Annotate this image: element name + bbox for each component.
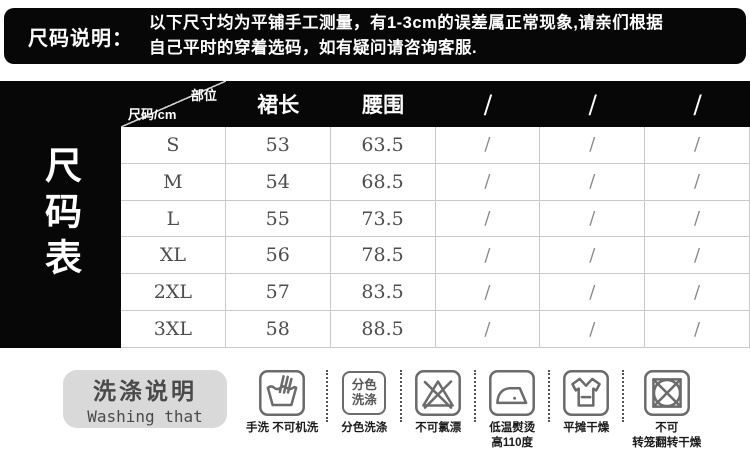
table-cell: /: [645, 311, 750, 348]
column-header-waist: 腰围: [330, 81, 436, 127]
color-separation-icon: 分色 洗涤: [342, 371, 387, 415]
table-cell: /: [645, 200, 750, 238]
size-table-side-title: 尺码表: [38, 145, 83, 284]
column-header-empty-2: /: [540, 81, 646, 127]
table-cell: /: [645, 237, 750, 275]
table-cell: /: [645, 163, 750, 201]
washing-icons-row: 手洗 不可机洗 分色 洗涤 分色洗涤 不可氯漂: [246, 369, 701, 451]
table-cell: /: [435, 274, 541, 312]
table-cell: 73.5: [330, 200, 436, 238]
size-notice-banner: 尺码说明： 以下尺寸均为平铺手工测量，有1-3cm的误差属正常现象,请亲们根据 …: [4, 8, 746, 64]
no-bleach-icon: [415, 370, 462, 416]
table-cell: 2XL: [121, 274, 226, 312]
washing-caption: 手洗 不可机洗: [246, 422, 319, 434]
washing-caption: 不可 转笼翻转干燥: [632, 422, 702, 449]
table-cell: 68.5: [330, 163, 436, 201]
corner-header-cell: 部位 尺码/cm: [121, 81, 226, 127]
washing-title-box: 洗涤说明 Washing that: [63, 370, 227, 428]
hand-wash-icon: [259, 370, 306, 416]
table-cell: XL: [121, 237, 226, 275]
table-cell: /: [645, 127, 750, 164]
table-cell: 54: [225, 163, 331, 201]
washing-item-no-tumble-dry: 不可 转笼翻转干燥: [632, 369, 701, 451]
table-cell: /: [435, 311, 541, 348]
table-cell: 56: [225, 237, 331, 275]
table-cell: 58: [225, 311, 331, 348]
column-header-empty-3: /: [645, 81, 750, 127]
table-cell: /: [540, 127, 646, 164]
table-cell: /: [540, 237, 646, 275]
table-cell: 57: [225, 274, 331, 312]
size-notice-label: 尺码说明：: [28, 27, 133, 50]
washing-title-en: Washing that: [87, 407, 203, 426]
washing-title-cn: 洗涤说明: [93, 378, 197, 405]
table-cell: /: [435, 200, 541, 238]
table-cell: /: [540, 163, 646, 201]
size-notice-text: 以下尺寸均为平铺手工测量，有1-3cm的误差属正常现象,请亲们根据 自己平时的穿…: [149, 11, 663, 61]
table-cell: /: [435, 237, 541, 275]
dotted-divider: [326, 370, 329, 422]
column-header-empty-1: /: [435, 81, 541, 127]
iron-low-temp-icon: [489, 370, 536, 416]
table-cell: 55: [225, 200, 331, 238]
washing-item-color-separation: 分色 洗涤 分色洗涤: [336, 369, 392, 436]
no-tumble-dry-icon: [643, 370, 690, 416]
dotted-divider: [474, 370, 477, 422]
table-cell: /: [435, 163, 541, 201]
dotted-divider: [622, 370, 625, 422]
washing-item-iron-low-temp: 低温熨烫 高110度: [484, 369, 540, 451]
washing-caption: 分色洗涤: [341, 422, 388, 434]
column-header-skirt-length: 裙长: [225, 81, 331, 127]
corner-label-part: 部位: [190, 88, 217, 103]
table-cell: M: [121, 163, 226, 201]
washing-item-no-bleach: 不可氯漂: [410, 369, 466, 436]
size-table: 尺码表 部位 尺码/cm 裙长 腰围 / / / S 53 63.5 / / /…: [0, 81, 750, 348]
washing-caption: 不可氯漂: [415, 422, 462, 434]
washing-caption: 平摊干燥: [563, 422, 610, 434]
table-cell: 88.5: [330, 311, 436, 348]
flat-dry-icon: [563, 370, 610, 416]
dotted-divider: [400, 370, 403, 422]
table-cell: 3XL: [121, 311, 226, 348]
dotted-divider: [548, 370, 551, 422]
table-cell: /: [540, 311, 646, 348]
table-cell: 83.5: [330, 274, 436, 312]
size-table-grid: 部位 尺码/cm 裙长 腰围 / / / S 53 63.5 / / / M 5…: [121, 81, 750, 348]
washing-item-flat-dry: 平摊干燥: [558, 369, 614, 436]
washing-caption: 低温熨烫 高110度: [489, 422, 536, 449]
table-cell: /: [540, 200, 646, 238]
table-cell: /: [540, 274, 646, 312]
table-cell: S: [121, 127, 226, 164]
corner-label-size-cm: 尺码/cm: [128, 107, 177, 122]
size-notice-line1: 以下尺寸均为平铺手工测量，有1-3cm的误差属正常现象,请亲们根据: [149, 14, 664, 32]
table-cell: L: [121, 200, 226, 238]
size-notice-line2: 自己平时的穿着选码，如有疑问请咨询客服.: [149, 39, 478, 57]
table-cell: 63.5: [330, 127, 436, 164]
table-cell: 53: [225, 127, 331, 164]
table-cell: 78.5: [330, 237, 436, 275]
washing-item-hand-wash: 手洗 不可机洗: [246, 369, 318, 436]
table-cell: /: [645, 274, 750, 312]
table-cell: /: [435, 127, 541, 164]
